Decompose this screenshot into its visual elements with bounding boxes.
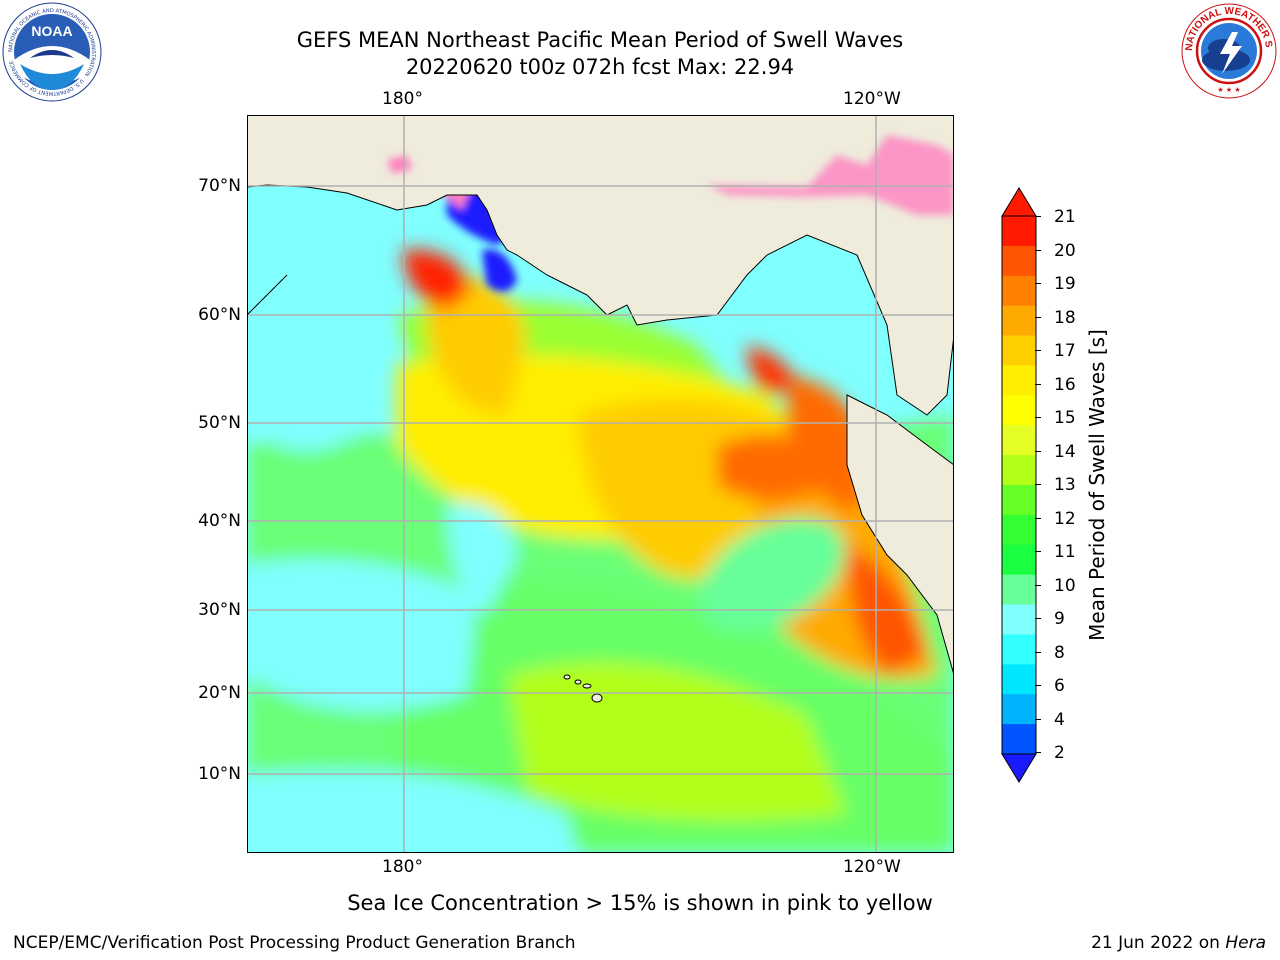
plot-title-line2: 20220620 t00z 072h fcst Max: 22.94 — [405, 55, 795, 79]
colorbar-tick-label: 8 — [1054, 642, 1065, 663]
colorbar-segment — [1002, 544, 1036, 576]
colorbar-tick — [1035, 618, 1041, 619]
colorbar-frame — [1001, 215, 1037, 755]
colorbar-tick — [1035, 685, 1041, 686]
colorbar-tick — [1035, 584, 1041, 586]
colorbar-extend-bottom — [1001, 753, 1037, 783]
lat-label-20n: 20°N — [198, 683, 241, 703]
colorbar-tick-label: 10 — [1054, 575, 1076, 596]
colorbar-tick-label: 19 — [1054, 274, 1076, 294]
colorbar-tick — [1035, 551, 1041, 552]
colorbar-tick — [1035, 316, 1041, 318]
footer-date: 21 Jun 2022 on Hera — [1091, 933, 1266, 953]
plot-title-line1: GEFS MEAN Northeast Pacific Mean Period … — [296, 28, 904, 52]
colorbar-tick-label: 17 — [1054, 341, 1076, 361]
lon-label-bottom-120w: 120°W — [843, 857, 901, 877]
colorbar-tick-label: 18 — [1054, 307, 1076, 328]
lat-label-30n: 30°N — [198, 600, 241, 620]
colorbar-tick-label: 13 — [1054, 475, 1076, 495]
colorbar-tick-label: 15 — [1054, 408, 1076, 428]
colorbar-segment — [1002, 514, 1036, 546]
colorbar-tick — [1035, 450, 1041, 452]
colorbar-tick — [1035, 249, 1041, 251]
footer-credit: NCEP/EMC/Verification Post Processing Pr… — [13, 933, 576, 953]
nws-logo: NATIONAL WEATHER SERVICE ★ ★ ★ — [1176, 0, 1278, 100]
colorbar-segment — [1002, 664, 1036, 695]
colorbar-tick-label: 11 — [1054, 542, 1076, 562]
colorbar-segment — [1002, 275, 1036, 307]
colorbar-segment — [1002, 574, 1036, 606]
colorbar-tick-label: 12 — [1054, 508, 1076, 529]
colorbar-tick-label: 20 — [1054, 240, 1076, 261]
colorbar-tick-label: 6 — [1054, 676, 1065, 696]
colorbar-tick — [1035, 216, 1041, 217]
colorbar-label: Mean Period of Swell Waves [s] — [1085, 329, 1109, 641]
colorbar-segment — [1002, 245, 1036, 277]
colorbar-extend-top — [1001, 187, 1037, 217]
colorbar-tick — [1035, 484, 1041, 485]
colorbar-segment — [1002, 216, 1036, 247]
map-frame — [247, 115, 954, 853]
colorbar-segment — [1002, 485, 1036, 516]
colorbar — [1000, 186, 1038, 784]
colorbar-tick-label: 21 — [1054, 207, 1076, 227]
colorbar-segment — [1002, 365, 1036, 396]
colorbar-tick — [1035, 350, 1041, 351]
colorbar-tick-label: 9 — [1054, 609, 1065, 629]
colorbar-tick-label: 4 — [1054, 709, 1065, 730]
colorbar-tick-label: 16 — [1054, 374, 1076, 395]
colorbar-segment — [1002, 694, 1036, 725]
lat-label-60n: 60°N — [198, 305, 241, 325]
colorbar-tick — [1035, 752, 1041, 753]
sea-ice-note: Sea Ice Concentration > 15% is shown in … — [347, 891, 933, 915]
colorbar-segment — [1002, 305, 1036, 337]
lon-label-bottom-180: 180° — [382, 857, 423, 877]
footer-date-text: 21 Jun 2022 on — [1091, 933, 1226, 953]
colorbar-segment — [1002, 634, 1036, 665]
colorbar-segment — [1002, 455, 1036, 486]
swell-period-map — [247, 115, 954, 853]
lon-label-top-120w: 120°W — [843, 89, 901, 109]
colorbar-tick — [1035, 651, 1041, 653]
lat-label-50n: 50°N — [198, 413, 241, 433]
colorbar-segment — [1002, 425, 1036, 456]
lat-label-40n: 40°N — [198, 511, 241, 531]
colorbar-tick — [1035, 417, 1041, 418]
colorbar-tick — [1035, 283, 1041, 284]
colorbar-tick — [1035, 383, 1041, 385]
lat-label-10n: 10°N — [198, 764, 241, 784]
noaa-logo: NOAA NATIONAL OCEANIC AND ATMOSPHERIC AD… — [2, 2, 102, 102]
colorbar-tick — [1035, 517, 1041, 519]
colorbar-segment — [1002, 724, 1036, 755]
footer-machine: Hera — [1225, 933, 1266, 953]
colorbar-tick — [1035, 718, 1041, 720]
svg-text:NOAA: NOAA — [31, 23, 72, 39]
lat-label-70n: 70°N — [198, 176, 241, 196]
svg-text:★ ★ ★: ★ ★ ★ — [1217, 86, 1240, 94]
colorbar-tick-label: 2 — [1054, 743, 1065, 763]
colorbar-segment — [1002, 395, 1036, 426]
colorbar-segment — [1002, 604, 1036, 635]
colorbar-segment — [1002, 335, 1036, 366]
colorbar-tick-label: 14 — [1054, 441, 1076, 462]
lon-label-top-180: 180° — [382, 89, 423, 109]
